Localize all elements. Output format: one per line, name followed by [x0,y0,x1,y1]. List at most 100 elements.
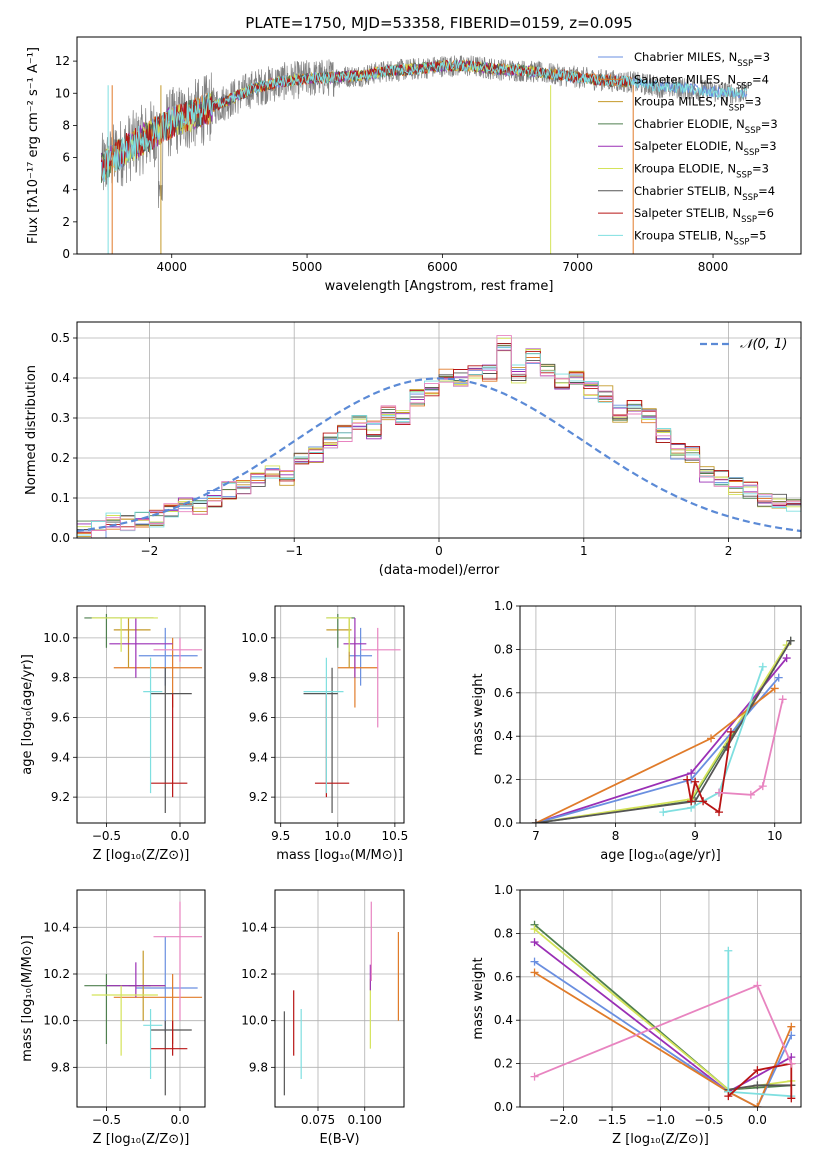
mass-weight-line-kroupa_elodie [533,928,792,1091]
x-tick-label: 7000 [562,260,593,274]
axes-0: 4000 5000 6000 7000 8000 0 2 4 6 8 10 12 wavelength … [26,14,802,294]
y-tick-label: 9.8 [51,671,70,685]
mass-weight-marker-salpeter_elodie [530,938,539,947]
plot-area [84,901,203,1096]
mass-weight-marker-chabrier_stelib [753,1081,762,1090]
model-spectrum-kroupa_stelib [100,59,748,182]
histogram-chabrier_elodie [77,345,801,531]
mass-weight-line-chabrier_miles [535,677,780,823]
y-axis-label: mass weight [471,957,486,1039]
axes-1: −2 −1 0 1 2 0.0 0.1 0.2 0.3 0.4 0.5 (data-model)/er… [24,321,802,578]
plot-area [77,335,801,538]
mass-weight-marker-pink [530,1072,539,1081]
x-tick-label: −1 [285,544,303,558]
x-tick-label: 10.5 [382,829,409,843]
mass-weight-marker-chabrier_stelib [531,819,540,823]
plot-area [530,920,796,1107]
y-tick-label: 0.8 [494,926,513,940]
y-axis-label: mass [log₁₀(M/M⊙)] [20,935,35,1062]
y-tick-label: 9.4 [51,750,70,764]
y-tick-label: 10.2 [43,967,70,981]
mass-weight-line-salpeter_elodie [535,657,788,823]
axes-frame [519,605,802,824]
axes-frame [274,889,405,1108]
plot-title: PLATE=1750, MJD=53358, FIBERID=0159, z=0… [245,14,632,32]
mass-weight-marker-salpeter_miles [770,684,779,693]
legend-entry-chabrier_miles: Chabrier MILES, NSSP=3 [634,50,770,69]
x-tick-label: 10 [767,829,782,843]
axes-6: 0.075 0.100 9.8 10.0 10.2 10.4 E(B-V) [241,889,405,1147]
mass-weight-marker-salpeter_stelib [726,727,735,736]
y-tick-label: 10.0 [43,631,70,645]
x-tick-label: 9 [691,829,699,843]
mass-weight-line-pink [718,699,784,796]
y-tick-label: 0.5 [51,331,70,345]
mass-weight-marker-salpeter_stelib [753,1066,762,1075]
y-tick-label: 0.0 [51,531,70,545]
mass-weight-line-salpeter_elodie [533,941,792,1093]
y-tick-label: 0.6 [494,970,513,984]
x-tick-label: 0.100 [348,1113,382,1127]
axes-frame [76,605,206,824]
plot-area [531,636,795,823]
y-tick-label: 10.4 [43,920,70,934]
legend-entry-salpeter_elodie: Salpeter ELODIE, NSSP=3 [634,139,777,158]
plot-area [283,901,399,1096]
mass-weight-marker-salpeter_miles [753,1103,762,1107]
mass-weight-marker-salpeter_miles [530,968,539,977]
mass-weight-marker-kroupa_stelib [724,946,733,955]
mass-weight-marker-chabrier_miles [530,957,539,966]
y-tick-label: 10.0 [241,1014,268,1028]
mass-weight-marker-kroupa_stelib [659,808,668,817]
axes-7: −2.0 −1.5 −1.0 −0.5 0.0 0.0 0.2 0.4 0.6 0.8 1.0 Z [… [471,883,802,1147]
normal-curve [77,377,801,533]
legend-entry-salpeter_stelib: Salpeter STELIB, NSSP=6 [634,206,774,225]
y-tick-label: 0.1 [51,491,70,505]
y-tick-label: 0.8 [494,642,513,656]
y-tick-label: 10.0 [241,631,268,645]
mass-weight-marker-salpeter_elodie [782,654,791,663]
mass-weight-marker-chabrier_miles [774,673,783,682]
y-tick-label: 9.4 [249,750,268,764]
mass-weight-marker-salpeter_stelib [724,1092,733,1101]
y-tick-label: 2 [62,215,70,229]
mass-weight-line-pink [534,984,793,1078]
x-tick-label: 0.075 [301,1113,335,1127]
mass-weight-line-salpeter_stelib [686,731,732,814]
y-tick-label: 0.2 [494,773,513,787]
y-tick-label: 0.2 [51,451,70,465]
y-tick-label: 8 [62,118,70,132]
y-tick-label: 0.0 [494,816,513,830]
y-tick-label: 0.4 [494,1013,513,1027]
x-axis-label: Z [log₁₀(Z/Z⊙)] [93,1132,190,1147]
y-tick-label: 9.2 [249,790,268,804]
x-tick-label: −2.0 [549,1113,578,1127]
x-axis-label: wavelength [Angstrom, rest frame] [325,279,554,294]
mass-weight-line-chabrier_elodie [533,924,792,1091]
y-tick-label: 10.2 [241,967,268,981]
mass-weight-line-chabrier_elodie [535,640,792,823]
x-tick-label: 0.0 [748,1113,767,1127]
x-axis-label: age [log₁₀(age/yr)] [600,848,721,863]
histogram-kroupa_stelib [77,347,801,536]
x-tick-label: −1.5 [597,1113,626,1127]
y-tick-label: 0.4 [494,729,513,743]
x-tick-label: 0 [435,544,443,558]
y-tick-label: 9.6 [51,710,70,724]
y-axis-label: Normed distribution [24,365,39,495]
mass-weight-marker-chabrier_stelib [722,743,731,752]
plot-area [303,613,401,814]
mass-weight-marker-salpeter_stelib [691,777,700,786]
y-tick-label: 0.2 [494,1057,513,1071]
x-tick-label: −0.5 [92,1113,121,1127]
x-tick-label: 2 [725,544,733,558]
axes-frame [519,889,802,1108]
axes-frame [274,605,405,824]
axes-frame [76,321,802,539]
x-tick-label: 0.0 [170,829,189,843]
x-axis-label: Z [log₁₀(Z/Z⊙)] [93,848,190,863]
mass-weight-line-salpeter_stelib [727,1062,793,1099]
histogram-chabrier_miles [77,346,801,538]
axes-5: −0.5 0.0 9.8 10.0 10.2 10.4 Z [log₁₀(Z/Z⊙)] mas… [20,889,206,1147]
mass-weight-marker-pink [753,981,762,990]
